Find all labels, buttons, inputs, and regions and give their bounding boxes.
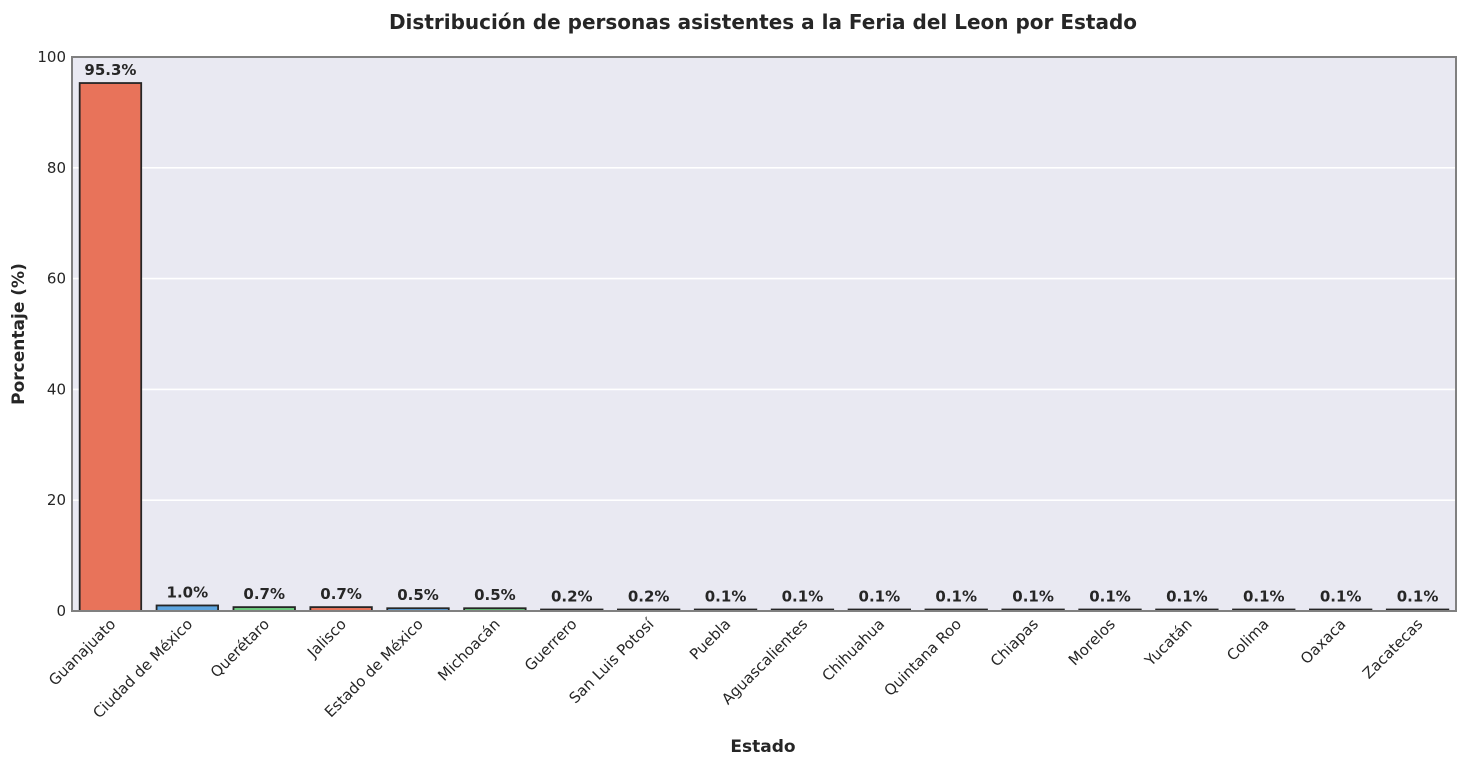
plot-frame [71,56,1457,612]
data-label: 0.1% [935,588,977,606]
x-tick-label: Morelos [1065,615,1119,669]
data-label: 0.1% [705,588,747,606]
data-label: 0.5% [397,586,439,604]
x-tick-label: Puebla [686,615,734,663]
x-tick-label: Oaxaca [1297,615,1350,668]
y-tick-label: 20 [47,491,66,509]
chart-title: Distribución de personas asistentes a la… [389,10,1137,34]
x-tick-label: Quintana Roo [880,615,965,700]
x-axis-label: Estado [730,737,795,757]
x-tick-label: Colima [1223,615,1272,664]
data-label: 0.7% [320,585,362,603]
data-label: 0.1% [1243,588,1285,606]
x-tick-label: Chiapas [987,615,1042,670]
x-tick-label: Michoacán [434,615,503,684]
x-tick-label: Guanajuato [45,615,119,689]
data-label: 0.1% [782,588,824,606]
data-label: 0.1% [1089,588,1131,606]
data-label: 0.5% [474,586,516,604]
data-label: 0.7% [243,585,285,603]
x-tick-label: Jalisco [303,615,350,662]
x-tick-label: Zacatecas [1359,615,1426,682]
plot-background [72,57,1456,611]
data-label: 0.2% [628,588,670,606]
data-label: 1.0% [167,583,209,601]
x-tick-label: Querétaro [207,615,273,681]
bar [78,82,143,612]
y-tick-label: 60 [47,270,66,288]
data-label: 0.1% [859,588,901,606]
y-axis-label: Porcentaje (%) [9,263,29,405]
data-label: 0.1% [1320,588,1362,606]
y-tick-label: 0 [56,602,66,620]
data-label: 0.1% [1397,588,1439,606]
data-label: 0.2% [551,588,593,606]
y-tick-label: 40 [47,380,66,398]
y-tick-label: 80 [47,159,66,177]
data-label: 0.1% [1166,588,1208,606]
x-tick-label: Guerrero [521,615,581,675]
data-label: 95.3% [84,61,136,79]
x-tick-label: Yucatán [1141,615,1196,670]
y-tick-label: 100 [37,48,66,66]
data-label: 0.1% [1012,588,1054,606]
x-tick-label: Chihuahua [818,615,888,685]
